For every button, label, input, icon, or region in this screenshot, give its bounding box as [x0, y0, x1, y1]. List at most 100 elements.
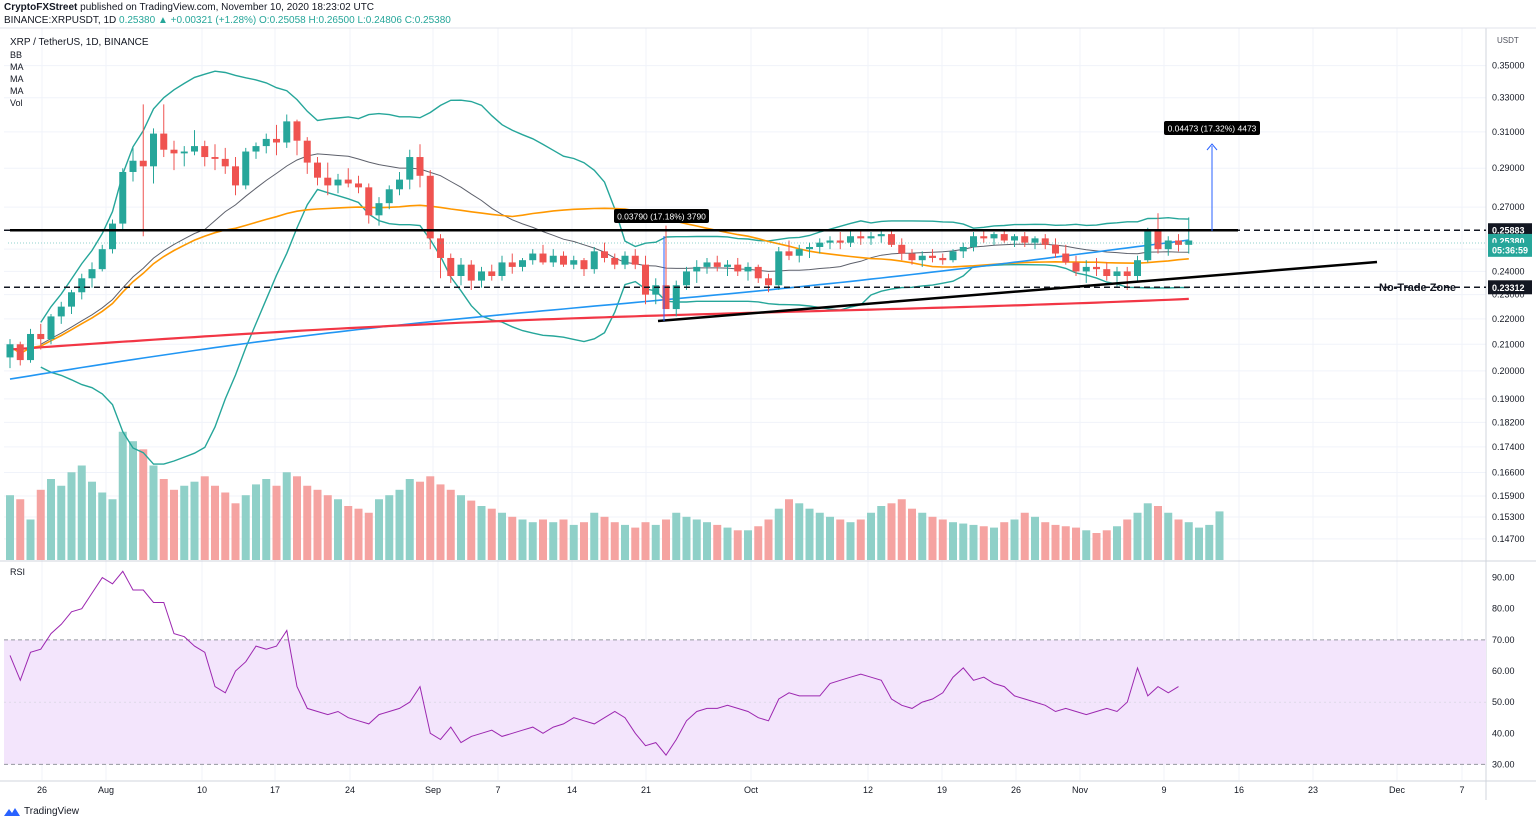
y-tick-label: 0.22000 — [1492, 314, 1525, 324]
rsi-label[interactable]: RSI — [10, 567, 26, 577]
candle-body — [1000, 234, 1008, 241]
volume-bar — [610, 522, 619, 560]
candle-body — [672, 285, 680, 310]
x-tick-label: Sep — [425, 785, 441, 795]
volume-bar — [651, 524, 660, 560]
measure-label-left-box — [614, 209, 709, 223]
x-tick-label: 14 — [567, 785, 577, 795]
legend-item-ma-2[interactable]: MA — [10, 74, 24, 84]
candle-body — [631, 255, 639, 265]
legend-item-ma-3[interactable]: MA — [10, 86, 24, 96]
x-tick-label: 7 — [1459, 785, 1464, 795]
volume-bar — [231, 503, 240, 560]
volume-bar — [67, 472, 76, 560]
time-axis[interactable]: 26 Aug 10 17 24 Sep 7 14 21 Oct 12 19 26 Nov 9 16 23 Dec 7 — [37, 785, 1465, 795]
volume-bar — [1010, 519, 1019, 560]
candlesticks — [6, 104, 1193, 369]
candle-body — [1175, 240, 1182, 245]
price-label: 0.23312 — [1492, 283, 1525, 293]
volume-bar — [354, 508, 363, 560]
volume-bar — [385, 495, 394, 560]
price-label-box — [1488, 280, 1532, 295]
candle-body — [826, 240, 834, 243]
volume-bar — [754, 526, 763, 560]
candle-body — [662, 285, 670, 310]
volume-bar — [692, 519, 701, 560]
legend-item-vol[interactable]: Vol — [10, 98, 23, 108]
candle-body — [847, 236, 854, 243]
x-tick-label: Oct — [744, 785, 759, 795]
volume-bar — [600, 516, 609, 560]
candle-body — [211, 157, 219, 159]
x-tick-label: 10 — [197, 785, 207, 795]
volume-bar — [364, 512, 373, 560]
publisher-name[interactable]: CryptoFXStreet — [4, 2, 78, 13]
candle-body — [713, 262, 721, 267]
volume-bar — [1102, 530, 1111, 560]
y-tick-label: 0.15900 — [1492, 491, 1525, 501]
publisher-header: CryptoFXStreet published on TradingView.… — [4, 2, 374, 13]
candle-body — [765, 278, 772, 286]
volume-bar — [508, 516, 517, 560]
candle-body — [1134, 260, 1141, 276]
candle-body — [1093, 266, 1100, 270]
ma-50-line — [9, 204, 1189, 355]
candle-body — [293, 121, 301, 141]
volume-bar — [159, 479, 168, 560]
volume-bar — [518, 519, 527, 560]
volume-bar — [1092, 533, 1101, 560]
candle-body — [816, 242, 824, 247]
legend-item-bb[interactable]: BB — [10, 50, 23, 60]
x-tick-label: 9 — [1161, 785, 1166, 795]
candle-body — [283, 121, 291, 143]
volume-bar — [733, 530, 742, 560]
x-tick-label: Nov — [1072, 785, 1089, 795]
candle-body — [1072, 262, 1080, 272]
candle-body — [344, 179, 352, 184]
candle-body — [150, 133, 157, 167]
x-tick-label: Dec — [1389, 785, 1406, 795]
volume-bar — [764, 519, 773, 560]
x-tick-label: 26 — [1011, 785, 1021, 795]
volume-bar — [1143, 503, 1152, 560]
volume-bar — [795, 503, 804, 560]
volume-bar — [170, 489, 178, 560]
volume-bar — [528, 522, 537, 560]
volume-bar — [723, 527, 732, 560]
volume-bar — [16, 499, 25, 560]
tradingview-branding[interactable]: TradingView — [4, 806, 79, 817]
volume-bar — [416, 481, 424, 560]
candle-body — [744, 266, 752, 272]
candle-body — [1123, 271, 1131, 276]
candle-body — [857, 236, 865, 239]
volume-bar — [241, 495, 250, 560]
candle-body — [437, 238, 444, 258]
candle-body — [1031, 238, 1039, 243]
x-tick-label: 24 — [345, 785, 355, 795]
y-tick-label: 0.27000 — [1492, 202, 1525, 212]
volume-bar — [887, 503, 896, 560]
candle-body — [939, 257, 947, 261]
measure-arrow-head — [1206, 143, 1218, 151]
legend-item-ma-1[interactable]: MA — [10, 62, 24, 72]
candle-body — [334, 179, 342, 186]
volume-bar — [211, 485, 219, 560]
candle-body — [734, 264, 742, 272]
volume-bar — [1205, 524, 1214, 560]
triangle-bottom-line — [657, 260, 1378, 323]
candle-body — [170, 149, 178, 154]
price-axis[interactable]: 0.350000.330000.310000.290000.270000.250… — [1488, 36, 1532, 769]
volume-bar — [98, 492, 107, 560]
volume-bar — [344, 506, 353, 560]
volume-bar — [252, 484, 260, 560]
candle-body — [98, 249, 106, 270]
candle-body — [314, 162, 321, 178]
volume-bar — [918, 512, 927, 560]
candle-body — [426, 175, 434, 239]
candle-body — [508, 262, 516, 267]
volume-bar — [846, 522, 855, 560]
candle-body — [27, 333, 34, 361]
volume-bar — [959, 523, 968, 560]
rsi-line — [9, 570, 1179, 756]
